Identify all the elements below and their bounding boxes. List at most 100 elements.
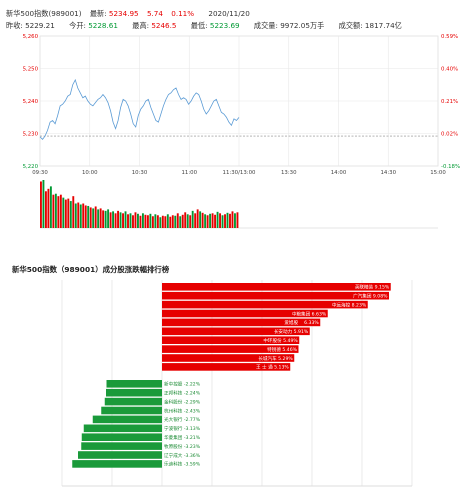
volume-bar — [229, 213, 231, 228]
open-value: 5228.61 — [88, 21, 118, 30]
volume-bar — [164, 216, 167, 228]
ranking-bar — [162, 345, 299, 353]
ranking-bar-label: 爱旭股 6.33% — [284, 319, 319, 326]
volume-label: 成交量: — [253, 21, 278, 30]
ranking-bar — [106, 388, 162, 397]
quote-header: 新华500指数(989001) 最新: 5234.95 5.74 0.11% 2… — [6, 8, 466, 38]
volume-bar — [141, 213, 144, 228]
high-value: 5246.5 — [151, 21, 177, 30]
volume-bar — [42, 180, 45, 228]
time-tick-label: 13:30 — [281, 170, 297, 176]
ranking-bar-label: 特锐德 5.46% — [267, 346, 297, 353]
volume-bar — [117, 210, 119, 228]
volume-bar — [204, 214, 207, 228]
volume-bar — [82, 203, 85, 228]
ranking-bar-label: 长安动力 5.91% — [274, 328, 309, 335]
volume-bar — [97, 209, 100, 228]
ranking-bar — [78, 451, 162, 459]
volume-bar — [99, 208, 102, 228]
volume-bar — [102, 210, 105, 228]
volume-bar — [214, 214, 217, 228]
low-value: 5223.69 — [209, 21, 240, 30]
ranking-bar-label: 广汽集团 9.08% — [353, 293, 388, 300]
quote-date: 2020/11/20 — [208, 9, 250, 18]
volume-bar — [92, 208, 95, 228]
volume-bar — [127, 214, 129, 228]
percent-y-tick-label: 0.02% — [441, 132, 458, 138]
ranking-bar-label: 英联精装 9.15% — [355, 284, 390, 291]
ranking-bar — [106, 380, 162, 388]
volume-bars — [40, 180, 438, 229]
ranking-bar — [162, 291, 389, 300]
price-y-tick-label: 5,230 — [23, 132, 39, 138]
volume-bar — [184, 212, 187, 228]
volume-bar — [176, 213, 179, 228]
ranking-bar — [72, 460, 162, 468]
ranking-bar — [81, 442, 162, 450]
ranking-bar — [162, 318, 321, 327]
ranking-bar — [162, 327, 310, 336]
latest-value: 5234.95 — [108, 9, 139, 18]
volume-value: 9972.05万手 — [280, 21, 325, 30]
ranking-bars: 英联精装 9.15% 广汽集团 9.08%中远海控 8.23% 中粮集团 6.63%… — [72, 283, 391, 468]
intraday-chart: 5,260 5,250 5,240 5,230 5,220 0.59% 0.40% 0.21… — [23, 34, 460, 229]
volume-bar — [206, 215, 209, 228]
volume-bar — [62, 197, 65, 228]
volume-bar — [224, 214, 226, 228]
ranking-bar-label: 宁波银行 -3.13% — [164, 425, 201, 432]
volume-bar — [109, 212, 112, 228]
quote-row-1: 新华500指数(989001) 最新: 5234.95 5.74 0.11% 2… — [6, 8, 466, 20]
volume-bar — [179, 216, 182, 228]
price-y-axis-right: 0.59% 0.40% 0.21% 0.02% -0.18% — [441, 34, 460, 170]
volume-bar — [139, 215, 142, 228]
open-label: 今开: — [69, 21, 86, 30]
volume-bar — [112, 211, 115, 228]
volume-bar — [171, 215, 174, 228]
ranking-bar-label: 辽宁成大 -3.36% — [164, 452, 201, 459]
volume-bar — [211, 213, 214, 228]
quote-row-2: 昨收: 5229.21 今开: 5228.61 最高: 5246.5 最低: 5… — [6, 20, 466, 32]
price-grid — [39, 35, 439, 167]
volume-bar — [54, 193, 57, 228]
ranking-bar-label: 新中控股 -2.22% — [164, 381, 201, 388]
volume-bar — [122, 213, 124, 228]
ranking-bar-label: 中环股份 5.49% — [263, 337, 298, 344]
time-tick-label: 09:30 — [32, 170, 48, 176]
time-tick-label: 14:30 — [380, 170, 396, 176]
volume-bar — [84, 205, 87, 228]
time-tick-label: 10:00 — [82, 170, 98, 176]
volume-bar — [156, 215, 159, 228]
price-y-tick-label: 5,240 — [23, 99, 39, 105]
volume-bar — [201, 212, 204, 228]
volume-bar — [77, 202, 80, 228]
ranking-bar — [162, 354, 295, 362]
percent-y-tick-label: -0.18% — [441, 164, 460, 170]
price-y-tick-label: 5,220 — [23, 164, 39, 170]
volume-bar — [166, 214, 169, 228]
volume-bar — [216, 211, 219, 228]
ranking-bar-label: 正邦科技 -2.24% — [164, 390, 201, 397]
volume-bar — [149, 213, 152, 228]
volume-bar — [189, 215, 192, 228]
volume-bar — [64, 199, 67, 228]
ranking-bar-label: 杭州科技 -2.43% — [164, 407, 201, 414]
ranking-bar — [92, 415, 162, 424]
volume-bar — [114, 213, 117, 228]
volume-bar — [47, 188, 50, 228]
ranking-bar-label: 牧原股份 -3.23% — [164, 443, 201, 450]
volume-bar — [194, 213, 197, 228]
volume-bar — [57, 196, 60, 228]
volume-bar — [226, 212, 229, 228]
ranking-bar — [83, 424, 162, 433]
volume-bar — [161, 215, 164, 228]
ranking-bar — [162, 336, 300, 344]
volume-bar — [44, 191, 47, 228]
time-tick-label: 11:00 — [181, 170, 197, 176]
volume-bar — [52, 194, 55, 228]
ranking-bar — [81, 433, 162, 441]
ranking-title: 新华500指数（989001）成分股涨跌幅排行榜 — [12, 265, 170, 274]
ranking-bar — [162, 283, 391, 291]
volume-bar — [137, 213, 139, 228]
ranking-bar-label: 中远海控 8.23% — [332, 301, 367, 308]
volume-bar — [221, 215, 224, 228]
